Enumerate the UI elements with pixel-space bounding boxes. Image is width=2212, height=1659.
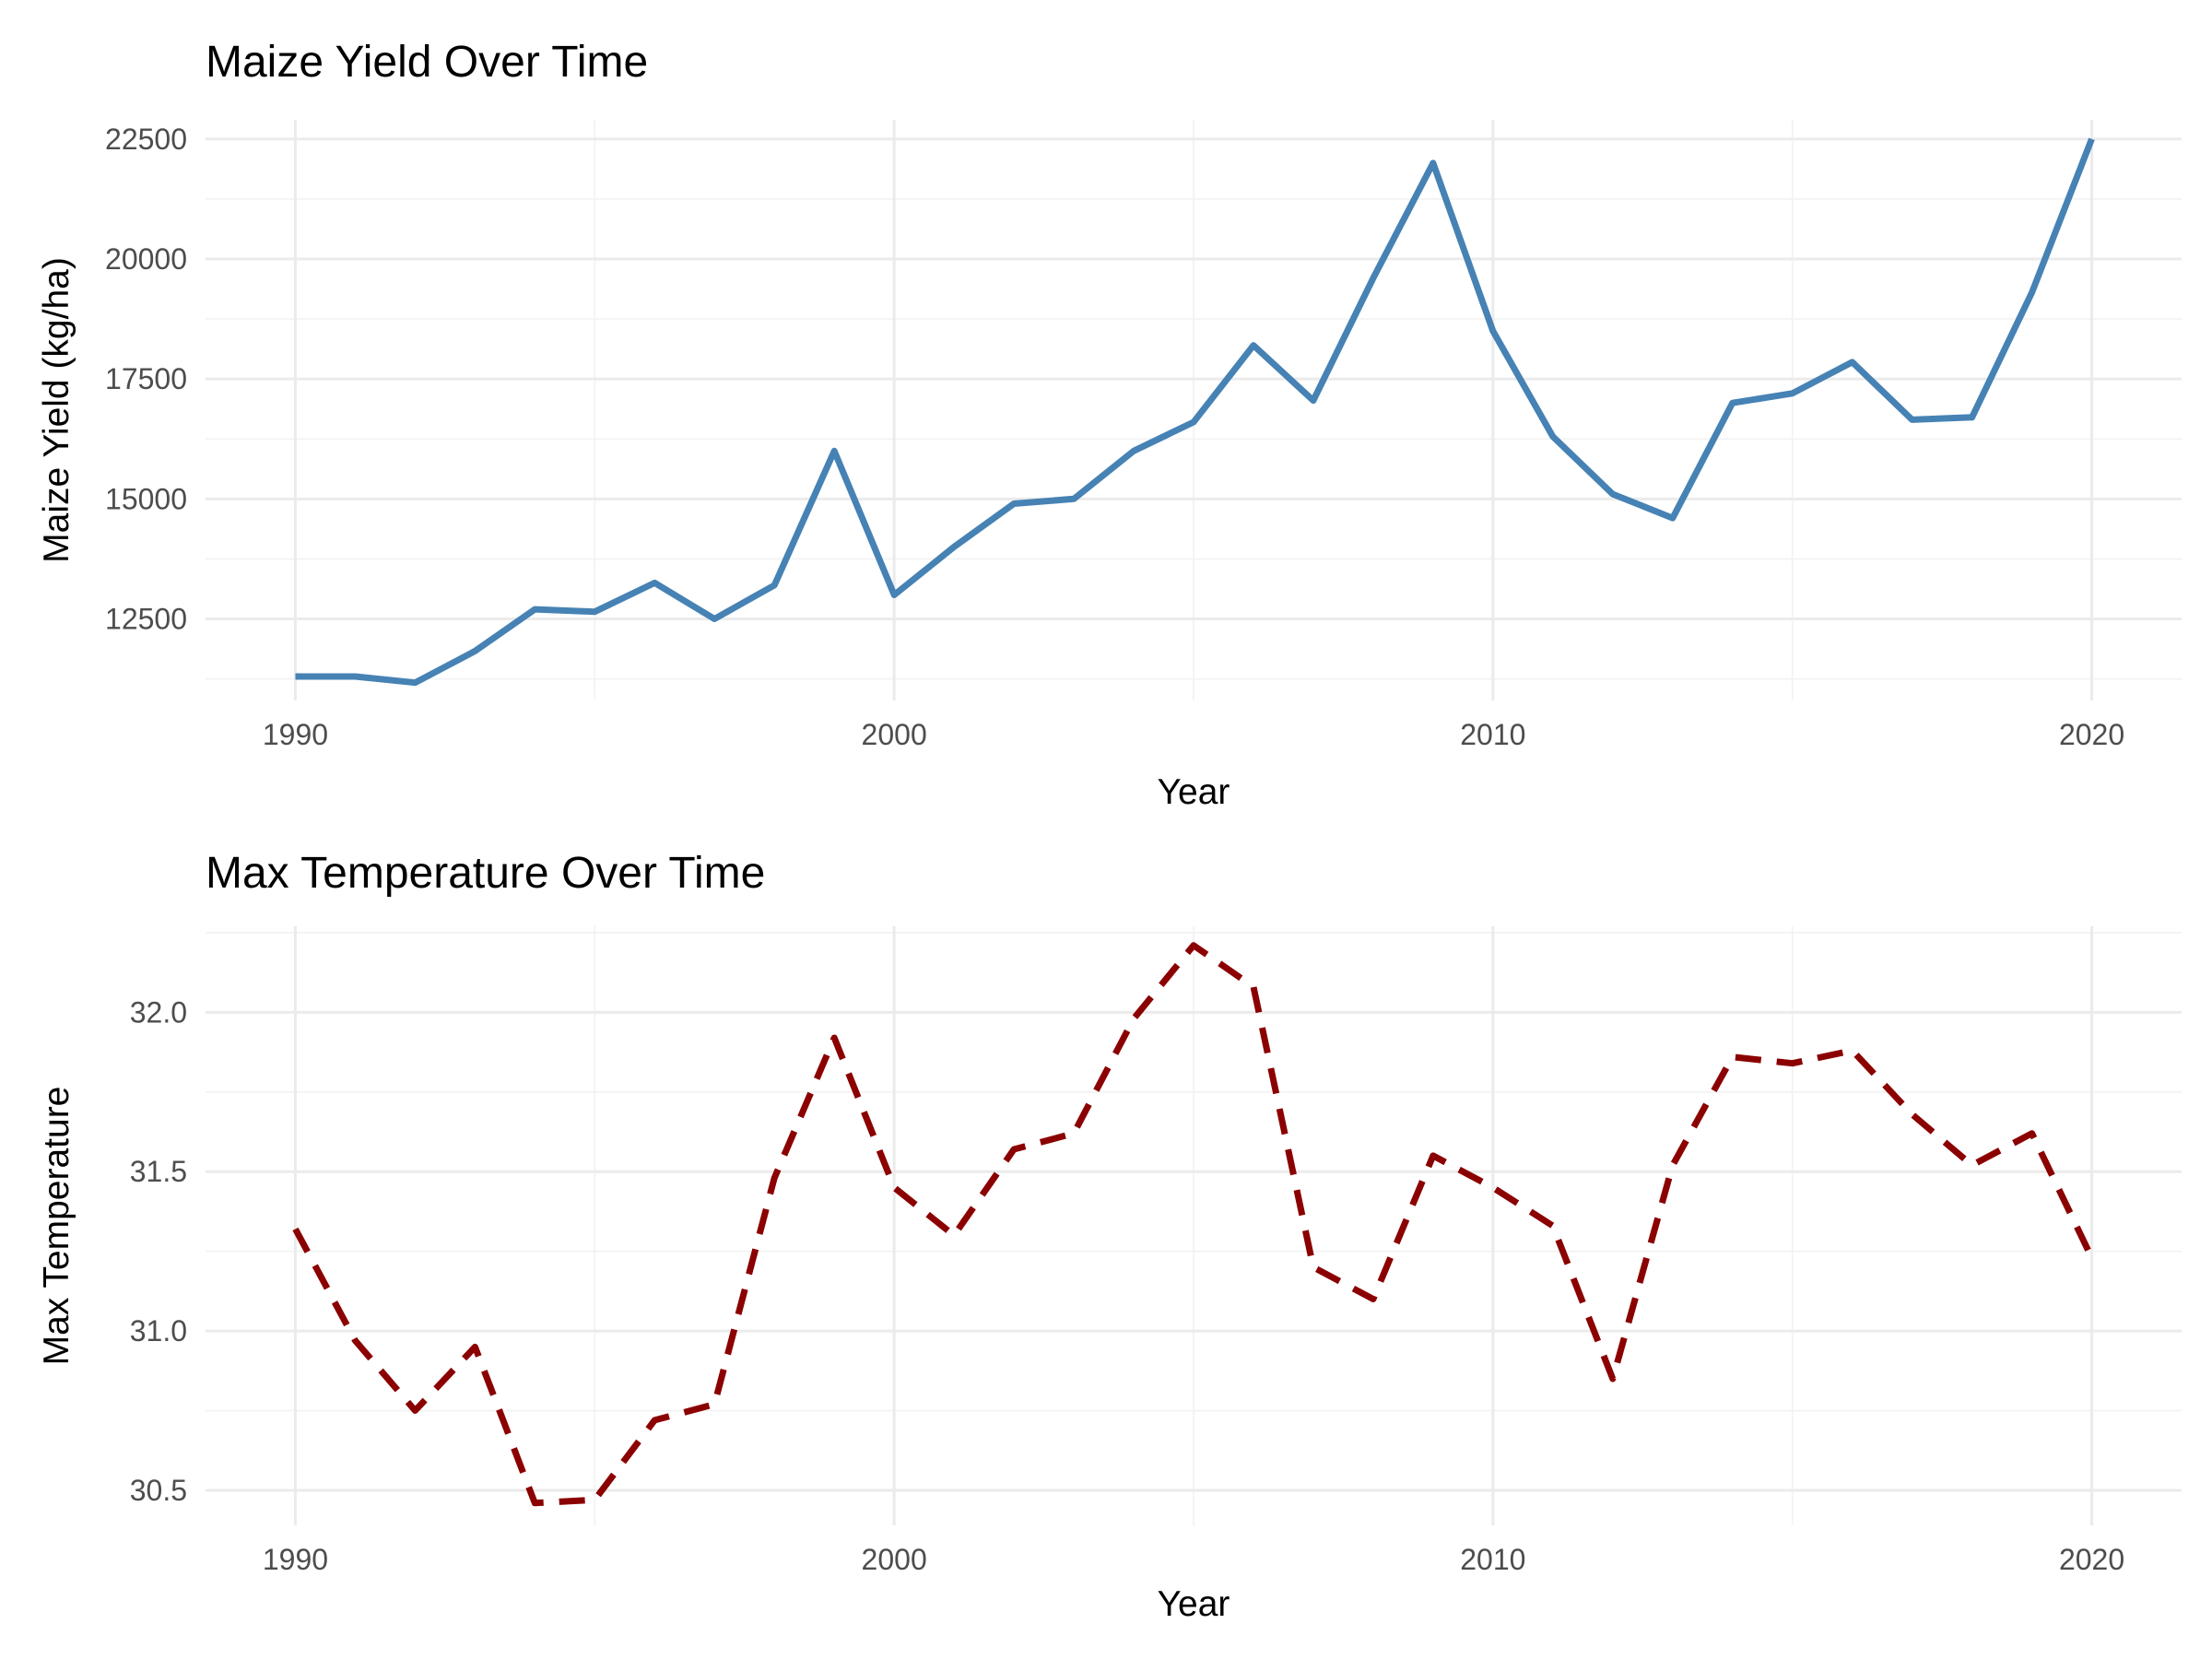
y-tick-label: 32.0 xyxy=(130,995,187,1029)
data-point xyxy=(1312,399,1315,403)
data-point xyxy=(1851,1049,1854,1053)
data-point xyxy=(2030,290,2034,294)
data-point xyxy=(892,593,896,596)
data-point xyxy=(952,545,956,548)
data-point xyxy=(1971,416,1974,419)
data-point xyxy=(1491,1186,1495,1190)
y-axis-title: Max Temperature xyxy=(37,1087,76,1366)
data-point xyxy=(2090,137,2094,141)
data-point xyxy=(712,617,716,620)
data-point xyxy=(533,607,536,611)
x-axis-title: Year xyxy=(1158,1584,1230,1624)
data-point xyxy=(293,1227,297,1230)
chart-title: Maize Yield Over Time xyxy=(206,38,648,87)
data-point xyxy=(1731,401,1735,405)
data-point xyxy=(1971,1163,1974,1167)
data-point xyxy=(413,1409,417,1413)
x-tick-label: 2020 xyxy=(2059,718,2124,751)
data-point xyxy=(293,675,297,678)
data-point xyxy=(653,581,656,584)
data-point xyxy=(2030,1132,2034,1135)
data-point xyxy=(1551,435,1555,439)
y-tick-label: 20000 xyxy=(105,242,187,276)
data-point xyxy=(1371,1298,1375,1301)
data-point xyxy=(1252,344,1255,347)
data-point xyxy=(473,1345,477,1348)
data-point xyxy=(593,1498,596,1501)
data-point xyxy=(533,1501,536,1505)
y-tick-label: 15000 xyxy=(105,482,187,515)
data-point xyxy=(2090,1256,2094,1260)
x-tick-label: 2000 xyxy=(862,718,927,751)
data-point xyxy=(1791,1062,1794,1065)
data-point xyxy=(1012,1147,1016,1151)
data-point xyxy=(1371,276,1375,280)
data-point xyxy=(1911,418,1914,421)
data-point xyxy=(1132,449,1135,453)
data-point xyxy=(952,1233,956,1237)
y-axis-title: Maize Yield (kg/ha) xyxy=(37,257,76,563)
y-tick-label: 30.5 xyxy=(130,1474,187,1507)
data-point xyxy=(712,1403,716,1406)
data-point xyxy=(1431,161,1435,165)
x-axis-title: Year xyxy=(1158,772,1230,812)
max-temperature-panel: Max Temperature Over Time 30.5 31.0 31.5 32… xyxy=(37,849,2182,1624)
data-point xyxy=(1012,502,1016,506)
grid xyxy=(206,120,2182,700)
data-point xyxy=(1192,420,1195,424)
data-point xyxy=(353,1338,357,1342)
x-tick-label: 1990 xyxy=(263,718,328,751)
data-point xyxy=(772,1176,776,1180)
data-point xyxy=(892,1186,896,1190)
data-point xyxy=(1851,360,1854,364)
data-point xyxy=(1911,1112,1914,1116)
data-point xyxy=(1431,1154,1435,1158)
x-tick-label: 1990 xyxy=(263,1543,328,1576)
data-point xyxy=(1252,985,1255,989)
data-point xyxy=(772,583,776,587)
y-tick-label: 31.5 xyxy=(130,1155,187,1188)
maize-yield-line xyxy=(295,137,2095,687)
maize-yield-panel: Maize Yield Over Time 12500 15000 17500 200… xyxy=(37,38,2182,812)
data-point xyxy=(1611,492,1615,496)
data-point xyxy=(1192,944,1195,947)
data-point xyxy=(473,649,477,653)
data-point xyxy=(1312,1265,1315,1269)
max-temperature-line xyxy=(292,942,2095,1507)
data-point xyxy=(1611,1377,1615,1381)
data-point xyxy=(832,1036,836,1040)
y-tick-label: 31.0 xyxy=(130,1314,187,1347)
y-tick-labels: 12500 15000 17500 20000 22500 xyxy=(105,123,187,636)
data-point xyxy=(1731,1055,1735,1059)
x-tick-label: 2020 xyxy=(2059,1543,2124,1576)
data-point xyxy=(1491,329,1495,333)
y-tick-label: 17500 xyxy=(105,362,187,395)
data-point xyxy=(1551,1224,1555,1228)
data-point xyxy=(593,610,596,614)
data-point xyxy=(1072,1132,1076,1135)
data-point xyxy=(1671,1163,1675,1167)
x-tick-label: 2010 xyxy=(1460,1543,1525,1576)
x-tick-label: 2010 xyxy=(1460,718,1525,751)
grid xyxy=(206,926,2182,1525)
data-point xyxy=(1132,1017,1135,1020)
data-point xyxy=(832,449,836,453)
x-tick-label: 2000 xyxy=(862,1543,927,1576)
data-point xyxy=(1072,497,1076,500)
data-point xyxy=(353,675,357,678)
chart-title: Max Temperature Over Time xyxy=(206,849,765,898)
data-point xyxy=(1671,516,1675,520)
y-tick-label: 22500 xyxy=(105,123,187,156)
y-tick-label: 12500 xyxy=(105,602,187,635)
data-point xyxy=(1791,392,1794,395)
data-point xyxy=(653,1418,656,1422)
y-tick-labels: 30.5 31.0 31.5 32.0 xyxy=(130,995,187,1507)
x-tick-labels: 1990 2000 2010 2020 xyxy=(263,718,2124,751)
data-point xyxy=(413,681,417,685)
x-tick-labels: 1990 2000 2010 2020 xyxy=(263,1543,2124,1576)
